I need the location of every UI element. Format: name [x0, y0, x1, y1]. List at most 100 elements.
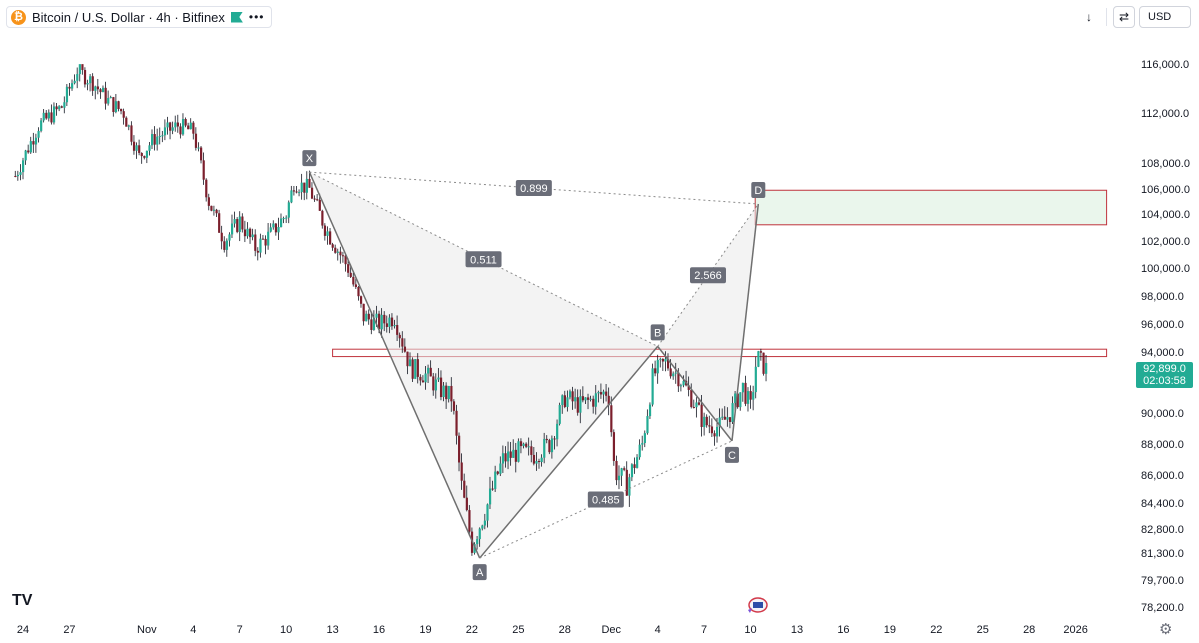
- candle-body: [272, 223, 275, 228]
- flag-icon[interactable]: [230, 11, 243, 23]
- candle-body: [220, 232, 223, 242]
- candle-body: [605, 391, 608, 396]
- candle-body: [659, 358, 662, 360]
- point-label-x: X: [302, 150, 317, 167]
- candle-body: [362, 303, 365, 322]
- candle-body: [73, 80, 76, 84]
- candle-body: [700, 404, 703, 427]
- candle-body: [718, 417, 721, 427]
- candle-body: [194, 133, 198, 148]
- candle-body: [370, 319, 373, 330]
- candle-body: [50, 112, 53, 123]
- candle-body: [550, 438, 554, 453]
- price-tick-label: 78,200.0: [1141, 602, 1184, 614]
- ratio-label-bg: [465, 251, 502, 268]
- candle-body: [667, 358, 670, 369]
- candle-body: [473, 544, 476, 553]
- candle-body: [202, 160, 205, 180]
- candle-body: [494, 471, 497, 489]
- point-label-text: B: [654, 327, 661, 339]
- candle-body: [579, 396, 582, 413]
- candle-body: [19, 172, 22, 175]
- candle-body: [81, 64, 84, 70]
- candle-body: [292, 190, 296, 192]
- candle-body: [189, 122, 192, 130]
- candle-body: [336, 251, 339, 253]
- candle-body: [483, 520, 487, 526]
- price-tick-label: 90,000.0: [1141, 408, 1184, 420]
- candle-body: [656, 359, 659, 374]
- time-tick-label: 7: [237, 624, 243, 636]
- candle-body: [285, 217, 288, 219]
- candle-body: [540, 457, 543, 463]
- candle-body: [419, 376, 422, 381]
- publisher-badge-icon: [748, 597, 768, 613]
- price-tick-label: 104,000.0: [1141, 209, 1190, 221]
- symbol-legend[interactable]: ₿ Bitcoin / U.S. Dollar · 4h · Bitfinex …: [6, 6, 272, 28]
- candle-body: [695, 402, 698, 408]
- bitcoin-icon: ₿: [11, 9, 26, 25]
- candle-body: [654, 368, 657, 374]
- candle-body: [450, 385, 453, 402]
- time-tick-label: 28: [1023, 624, 1035, 636]
- candle-body: [243, 229, 247, 237]
- candle-body: [16, 174, 20, 177]
- candle-body: [349, 272, 352, 277]
- point-label-b: B: [650, 324, 665, 341]
- candle-body: [646, 416, 649, 434]
- candle-body: [138, 145, 141, 153]
- candle-body: [143, 156, 146, 158]
- time-tick-label: 16: [373, 624, 385, 636]
- candle-body: [318, 199, 321, 211]
- tradingview-logo[interactable]: TV: [12, 592, 33, 609]
- candle-body: [615, 460, 618, 481]
- candle-body: [437, 377, 440, 380]
- candle-body: [623, 468, 626, 470]
- candle-body: [261, 238, 265, 240]
- candle-body: [398, 334, 401, 339]
- point-label-bg: [650, 324, 665, 341]
- candle-body: [679, 385, 683, 387]
- candle-body: [176, 122, 179, 127]
- time-tick-label: 25: [512, 624, 524, 636]
- ratio-label-0-485: 0.485: [587, 491, 624, 508]
- candle-body: [308, 178, 311, 188]
- toggle-icon[interactable]: ⇄: [1113, 6, 1135, 28]
- price-tick-label: 88,000.0: [1141, 439, 1184, 451]
- candle-body: [339, 251, 342, 256]
- candle-body: [589, 398, 592, 400]
- candle-body: [574, 397, 577, 402]
- more-icon[interactable]: •••: [248, 10, 265, 24]
- candle-body: [91, 76, 94, 91]
- candle-body: [393, 325, 396, 327]
- candle-body: [476, 539, 479, 545]
- candle-body: [545, 438, 548, 441]
- candle-body: [690, 389, 693, 407]
- candle-body: [14, 176, 17, 177]
- candle-body: [723, 416, 726, 420]
- settings-icon[interactable]: ⚙: [1159, 621, 1173, 638]
- candle-body: [174, 122, 177, 128]
- download-icon[interactable]: ↓: [1086, 10, 1092, 24]
- time-tick-label: 4: [190, 624, 196, 636]
- candle-body: [641, 443, 644, 445]
- candle-body: [406, 351, 409, 367]
- time-tick-label: 28: [559, 624, 571, 636]
- currency-select[interactable]: USD: [1139, 6, 1191, 28]
- candle-body: [200, 147, 203, 161]
- zone-d-zone: [754, 189, 1108, 226]
- candle-body: [259, 238, 262, 253]
- candle-body: [651, 368, 654, 405]
- candle-body: [22, 160, 25, 173]
- candle-body: [148, 145, 151, 151]
- candle-body: [710, 426, 714, 434]
- candle-body: [153, 134, 156, 145]
- candle-body: [677, 372, 680, 387]
- candle-body: [757, 351, 760, 367]
- ratio-label-bg: [689, 267, 726, 284]
- candle-body: [762, 352, 765, 374]
- candle-body: [396, 325, 399, 335]
- candle-body: [610, 405, 613, 433]
- ratio-label-text: 0.485: [592, 494, 620, 506]
